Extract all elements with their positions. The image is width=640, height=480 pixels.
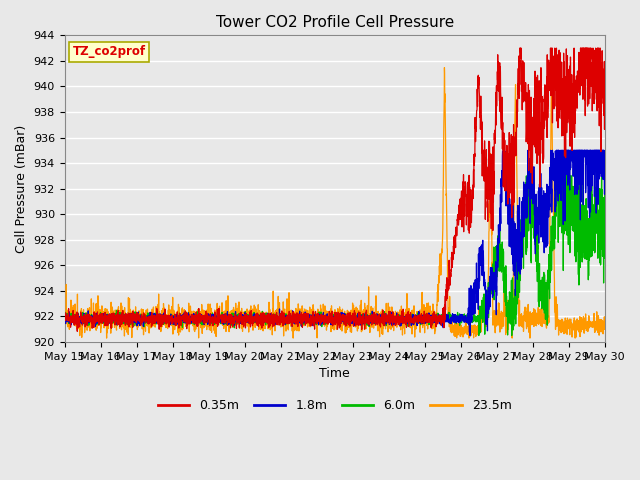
- Text: TZ_co2prof: TZ_co2prof: [73, 45, 146, 58]
- X-axis label: Time: Time: [319, 367, 350, 380]
- Title: Tower CO2 Profile Cell Pressure: Tower CO2 Profile Cell Pressure: [216, 15, 454, 30]
- Legend: 0.35m, 1.8m, 6.0m, 23.5m: 0.35m, 1.8m, 6.0m, 23.5m: [153, 394, 516, 417]
- Y-axis label: Cell Pressure (mBar): Cell Pressure (mBar): [15, 124, 28, 253]
